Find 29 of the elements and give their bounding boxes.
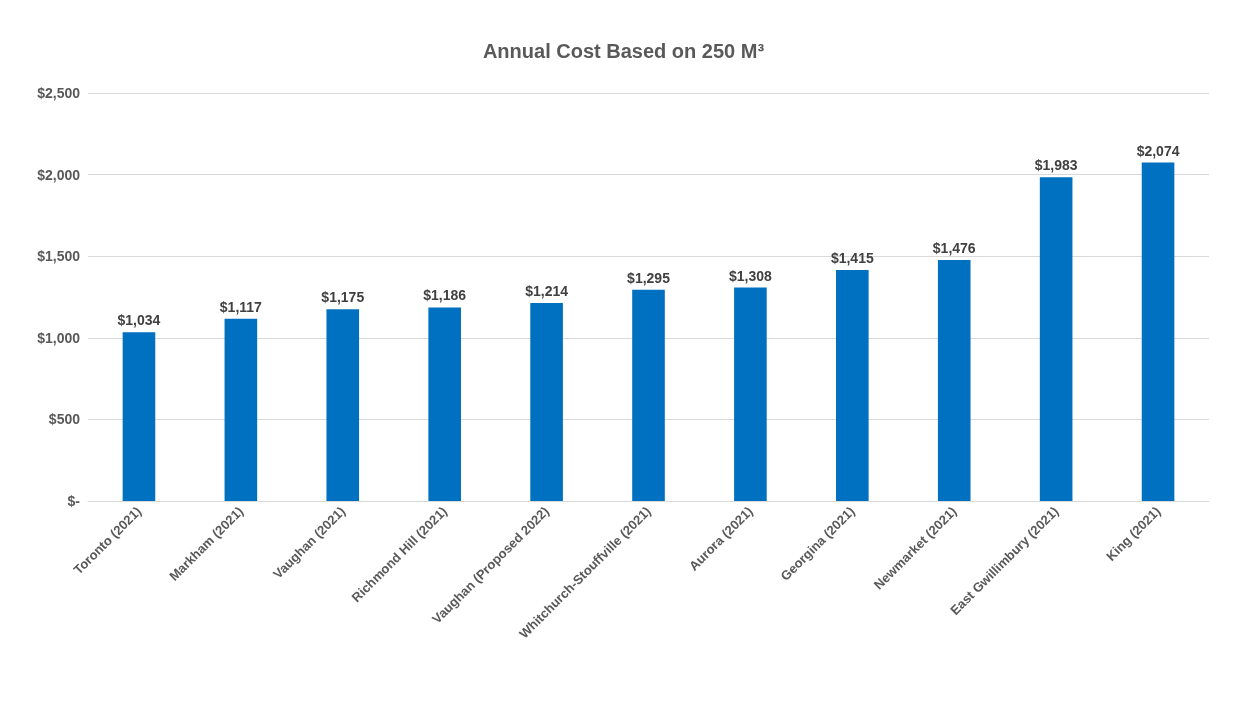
bar	[530, 302, 563, 501]
data-label: $1,186	[423, 287, 467, 304]
chart-title: Annual Cost Based on 250 M³	[482, 40, 765, 62]
bar	[326, 309, 360, 501]
bar	[1141, 162, 1175, 501]
data-label: $1,295	[627, 269, 671, 286]
y-tick-label: $500	[48, 411, 81, 428]
bar	[122, 332, 156, 501]
bar	[836, 270, 869, 501]
bar	[632, 289, 665, 501]
data-label: $2,074	[1136, 142, 1180, 159]
y-tick-label: $1,000	[37, 329, 81, 346]
bar	[1039, 177, 1073, 501]
bar	[224, 318, 258, 501]
bar	[734, 287, 767, 501]
y-tick-label: $-	[67, 493, 81, 509]
bar	[428, 307, 461, 501]
bar	[937, 260, 971, 501]
y-tick-label: $1,500	[37, 248, 81, 265]
y-tick-label: $2,500	[37, 85, 81, 101]
data-label: $1,117	[219, 298, 263, 315]
data-label: $1,034	[117, 312, 161, 329]
data-label: $1,476	[932, 240, 976, 257]
data-label: $1,214	[525, 282, 569, 299]
y-tick-label: $2,000	[37, 166, 81, 183]
data-label: $1,415	[830, 250, 874, 267]
data-label: $1,308	[729, 267, 773, 284]
data-label: $1,175	[321, 289, 365, 306]
data-label: $1,983	[1034, 157, 1078, 174]
